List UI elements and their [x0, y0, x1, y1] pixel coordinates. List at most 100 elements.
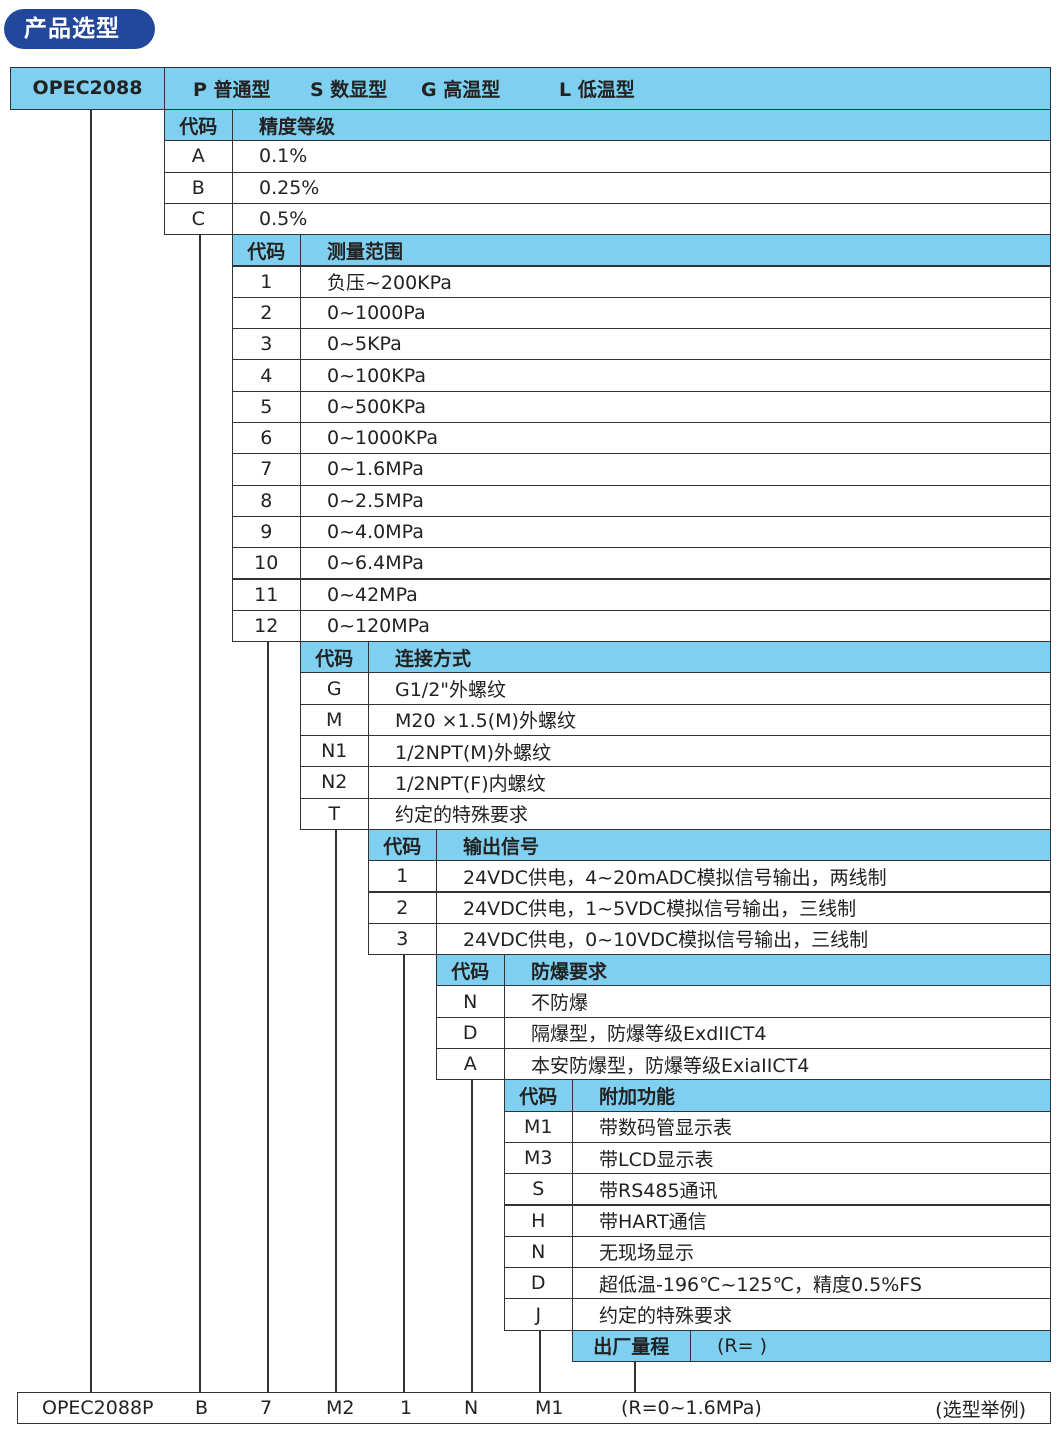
option-code: 6 — [232, 422, 301, 455]
section-title: 附加功能 — [572, 1079, 1051, 1112]
example-part: M2 — [326, 1397, 355, 1419]
connector-line — [403, 954, 405, 1392]
option-description: 超低温-196℃~125℃，精度0.5%FS — [572, 1267, 1051, 1300]
model-type: G 高温型 — [421, 78, 501, 101]
option-description: 0.25% — [232, 171, 1051, 204]
option-code: N — [436, 985, 505, 1018]
option-code: M3 — [504, 1141, 573, 1175]
model-type: L 低温型 — [559, 78, 635, 101]
example-note: (选型举例) — [935, 1398, 1026, 1421]
example-part: OPEC2088P — [42, 1397, 154, 1419]
connector-line — [335, 828, 337, 1392]
connector-line — [539, 1329, 541, 1392]
option-description: G1/2"外螺纹 — [368, 672, 1051, 705]
option-code: 3 — [368, 922, 437, 956]
option-code: N1 — [300, 735, 369, 768]
example-part: B — [195, 1397, 209, 1419]
option-description: 0~4.0MPa — [300, 515, 1051, 549]
option-code: 7 — [232, 453, 301, 486]
section-title: 防爆要求 — [504, 954, 1051, 987]
section-title: 连接方式 — [368, 641, 1051, 674]
option-description: 约定的特殊要求 — [572, 1298, 1051, 1331]
option-description: 0~5KPa — [300, 328, 1051, 361]
option-description: 带RS485通讯 — [572, 1173, 1051, 1206]
connector-line — [634, 1361, 636, 1392]
code-header: 代码 — [300, 641, 369, 674]
option-description: 1/2NPT(F)内螺纹 — [368, 766, 1051, 799]
model-type: S 数显型 — [310, 78, 388, 101]
option-code: S — [504, 1173, 573, 1206]
option-description: 负压~200KPa — [300, 265, 1051, 298]
option-description: 0~6.4MPa — [300, 547, 1051, 580]
connector-line — [471, 1079, 473, 1392]
model-name: OPEC2088 — [10, 67, 165, 110]
option-description: 24VDC供电，0~10VDC模拟信号输出，三线制 — [436, 922, 1051, 956]
option-code: 8 — [232, 484, 301, 517]
option-code: T — [300, 797, 369, 830]
option-description: 无现场显示 — [572, 1235, 1051, 1269]
connector-line — [267, 641, 269, 1392]
option-description: 24VDC供电，4~20mADC模拟信号输出，两线制 — [436, 860, 1051, 893]
option-code: 12 — [232, 609, 301, 643]
option-description: 1/2NPT(M)外螺纹 — [368, 735, 1051, 768]
factory-range-label: 出厂量程 — [572, 1329, 691, 1362]
option-code: H — [504, 1204, 573, 1237]
connector-line — [90, 109, 92, 1392]
code-header: 代码 — [504, 1079, 573, 1112]
code-header: 代码 — [436, 954, 505, 987]
option-description: 0~42MPa — [300, 578, 1051, 611]
model-type: P 普通型 — [193, 78, 271, 101]
option-code: 4 — [232, 359, 301, 392]
option-code: 5 — [232, 390, 301, 423]
option-description: 0.1% — [232, 140, 1051, 173]
option-description: 0~120MPa — [300, 609, 1051, 643]
option-code: N — [504, 1235, 573, 1269]
option-code: D — [504, 1267, 573, 1300]
example-part: 1 — [400, 1397, 413, 1419]
example-row: OPEC2088P B 7 M2 1 N M1 (R=0~1.6MPa) (选型举例) — [17, 1392, 1051, 1424]
option-code: D — [436, 1016, 505, 1049]
code-header: 代码 — [368, 828, 437, 862]
option-description: 约定的特殊要求 — [368, 797, 1051, 830]
code-header: 代码 — [232, 234, 301, 267]
option-description: 本安防爆型，防爆等级ExiaIICT4 — [504, 1048, 1051, 1081]
option-code: 3 — [232, 328, 301, 361]
option-description: 带数码管显示表 — [572, 1110, 1051, 1143]
option-code: M — [300, 703, 369, 736]
option-description: 0~1000Pa — [300, 296, 1051, 330]
option-code: M1 — [504, 1110, 573, 1143]
option-code: 10 — [232, 547, 301, 580]
section-title: 输出信号 — [436, 828, 1051, 862]
option-description: M20 ×1.5(M)外螺纹 — [368, 703, 1051, 736]
example-part: (R=0~1.6MPa) — [621, 1397, 762, 1419]
option-code: B — [164, 171, 233, 204]
code-header: 代码 — [164, 109, 233, 142]
section-title: 测量范围 — [300, 234, 1051, 267]
section-title: 精度等级 — [232, 109, 1051, 142]
option-description: 0.5% — [232, 202, 1051, 236]
option-description: 0~1.6MPa — [300, 453, 1051, 486]
option-description: 不防爆 — [504, 985, 1051, 1018]
option-code: 1 — [232, 265, 301, 298]
option-code: G — [300, 672, 369, 705]
example-part: N — [464, 1397, 479, 1419]
option-description: 0~1000KPa — [300, 422, 1051, 455]
option-code: J — [504, 1298, 573, 1331]
option-description: 24VDC供电，1~5VDC模拟信号输出，三线制 — [436, 891, 1051, 924]
option-code: 2 — [368, 891, 437, 924]
option-code: 1 — [368, 860, 437, 893]
example-part: 7 — [260, 1397, 273, 1419]
option-code: A — [436, 1048, 505, 1081]
connector-line — [199, 234, 201, 1392]
option-code: A — [164, 140, 233, 173]
option-description: 带LCD显示表 — [572, 1141, 1051, 1175]
option-code: 11 — [232, 578, 301, 611]
option-code: 2 — [232, 296, 301, 330]
model-types: P 普通型 S 数显型 G 高温型 L 低温型 — [164, 67, 1051, 110]
option-code: 9 — [232, 515, 301, 549]
option-code: C — [164, 202, 233, 236]
option-description: 0~100KPa — [300, 359, 1051, 392]
example-part: M1 — [535, 1397, 564, 1419]
option-code: N2 — [300, 766, 369, 799]
section-title-badge: 产品选型 — [4, 9, 155, 49]
